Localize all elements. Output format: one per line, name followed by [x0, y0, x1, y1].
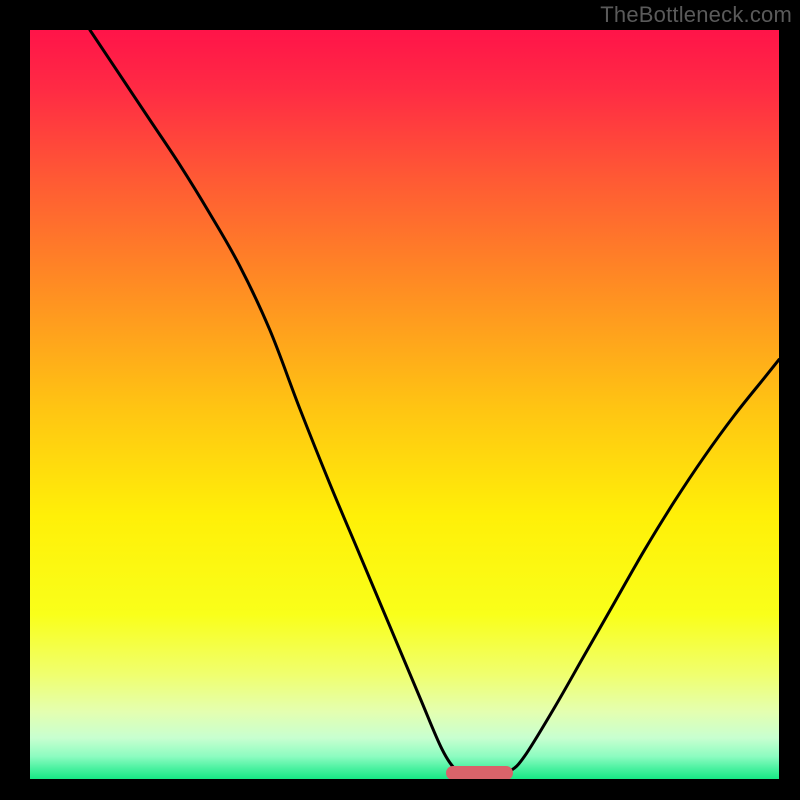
plot-area [30, 30, 779, 779]
chart-container: TheBottleneck.com [0, 0, 800, 800]
watermark-text: TheBottleneck.com [600, 2, 792, 28]
bottleneck-curve [30, 30, 779, 779]
optimal-marker [446, 766, 513, 779]
